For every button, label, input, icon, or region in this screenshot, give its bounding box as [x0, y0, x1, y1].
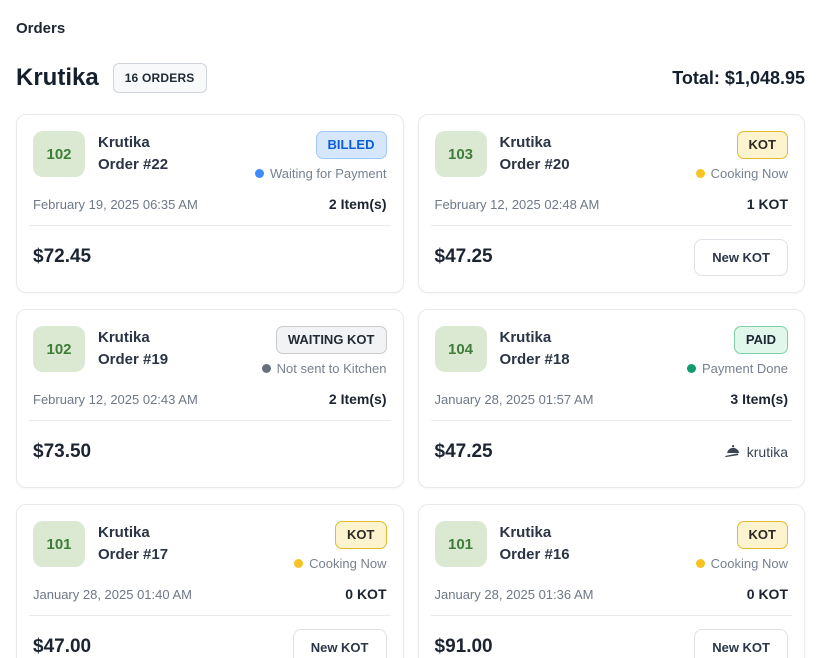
status-line: Waiting for Payment [254, 166, 387, 181]
table-number-badge: 103 [434, 131, 487, 177]
status-line: Not sent to Kitchen [261, 361, 387, 376]
card-divider [29, 225, 391, 226]
status-dot-icon [254, 169, 264, 178]
order-card[interactable]: 101 Krutika Order #17 KOT Cooking Now Ja… [16, 504, 404, 658]
status-dot-icon [695, 559, 705, 568]
status-line: Cooking Now [695, 166, 788, 181]
order-amount: $72.45 [33, 246, 92, 267]
order-amount: $73.50 [33, 441, 92, 462]
status-text: Cooking Now [309, 556, 387, 571]
status-text: Waiting for Payment [269, 166, 387, 181]
kot-count: 0 KOT [746, 586, 788, 602]
status-badge: KOT [736, 131, 788, 159]
new-kot-button[interactable]: New KOT [694, 628, 788, 658]
new-kot-button[interactable]: New KOT [694, 238, 788, 276]
status-line: Cooking Now [695, 556, 788, 571]
status-line: Payment Done [687, 361, 788, 376]
order-datetime: January 28, 2025 01:36 AM [434, 586, 594, 602]
order-card[interactable]: 102 Krutika Order #19 WAITING KOT Not se… [16, 309, 404, 488]
status-line: Cooking Now [294, 556, 387, 571]
item-count: 2 Item(s) [328, 196, 387, 212]
customer-label: Krutika [499, 329, 552, 346]
customer-label: Krutika [98, 329, 150, 346]
card-divider [430, 420, 792, 421]
status-dot-icon [261, 364, 271, 373]
order-datetime: February 19, 2025 06:35 AM [33, 196, 198, 212]
order-amount: $47.00 [33, 636, 92, 657]
customer-label: Krutika [499, 134, 552, 151]
kot-count: 1 KOT [746, 196, 788, 212]
status-text: Cooking Now [710, 166, 788, 181]
order-card[interactable]: 101 Krutika Order #16 KOT Cooking Now Ja… [417, 504, 805, 658]
new-kot-button[interactable]: New KOT [292, 628, 387, 658]
order-datetime: February 12, 2025 02:48 AM [434, 196, 600, 212]
orders-total: Total: $1,048.95 [672, 67, 805, 88]
subheader: Krutika 16 ORDERS Total: $1,048.95 [16, 62, 805, 94]
order-amount: $47.25 [434, 246, 493, 267]
status-badge: WAITING KOT [275, 326, 387, 354]
order-datetime: January 28, 2025 01:40 AM [33, 586, 193, 602]
status-dot-icon [294, 559, 304, 568]
order-card[interactable]: 104 Krutika Order #18 PAID Payment Done … [417, 309, 805, 488]
order-number: Order #16 [499, 546, 570, 563]
order-card-grid: 102 Krutika Order #22 BILLED Waiting for… [16, 114, 805, 658]
customer-label: Krutika [499, 524, 552, 541]
order-card[interactable]: 102 Krutika Order #22 BILLED Waiting for… [16, 114, 404, 293]
status-dot-icon [695, 169, 705, 178]
table-number-badge: 102 [33, 326, 85, 372]
status-badge: KOT [736, 521, 788, 549]
table-number-badge: 101 [33, 521, 85, 567]
status-text: Payment Done [702, 361, 788, 376]
card-divider [430, 615, 792, 616]
status-badge: BILLED [315, 131, 387, 159]
item-count: 2 Item(s) [328, 391, 387, 407]
order-amount: $47.25 [434, 441, 493, 462]
table-number-badge: 102 [33, 131, 85, 177]
kot-count: 0 KOT [345, 586, 387, 602]
page-title: Orders [16, 20, 66, 37]
order-number: Order #17 [98, 546, 169, 563]
cloche-icon [724, 444, 741, 461]
status-dot-icon [687, 364, 696, 373]
order-number: Order #18 [499, 351, 570, 368]
order-datetime: February 12, 2025 02:43 AM [33, 391, 198, 407]
order-amount: $91.00 [434, 636, 493, 657]
waiter-name: krutika [746, 444, 788, 460]
waiter-label: krutika [724, 444, 788, 461]
orders-count-badge: 16 ORDERS [112, 63, 207, 93]
customer-label: Krutika [98, 134, 150, 151]
table-number-badge: 101 [434, 521, 487, 567]
item-count: 3 Item(s) [730, 391, 788, 407]
status-text: Not sent to Kitchen [276, 361, 387, 376]
customer-label: Krutika [98, 524, 150, 541]
card-divider [29, 615, 391, 616]
status-text: Cooking Now [710, 556, 788, 571]
order-number: Order #20 [499, 156, 570, 173]
order-number: Order #19 [98, 351, 169, 368]
order-number: Order #22 [98, 156, 169, 173]
table-number-badge: 104 [434, 326, 487, 372]
status-badge: KOT [335, 521, 387, 549]
status-badge: PAID [733, 326, 788, 354]
order-card[interactable]: 103 Krutika Order #20 KOT Cooking Now Fe… [417, 114, 805, 293]
order-datetime: January 28, 2025 01:57 AM [434, 391, 594, 407]
customer-name: Krutika [16, 64, 99, 91]
card-divider [430, 225, 792, 226]
card-divider [29, 420, 391, 421]
